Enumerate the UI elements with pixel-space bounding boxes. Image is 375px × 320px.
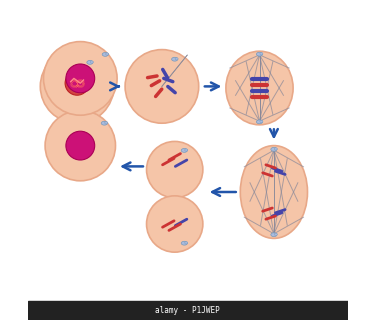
Ellipse shape bbox=[274, 148, 278, 150]
Ellipse shape bbox=[90, 61, 93, 63]
Ellipse shape bbox=[101, 121, 107, 125]
Ellipse shape bbox=[45, 110, 116, 181]
Text: alamy - P1JWEP: alamy - P1JWEP bbox=[155, 306, 220, 315]
Ellipse shape bbox=[181, 148, 188, 152]
Ellipse shape bbox=[184, 149, 188, 151]
Ellipse shape bbox=[125, 50, 199, 123]
Ellipse shape bbox=[240, 146, 308, 238]
Ellipse shape bbox=[105, 122, 108, 124]
Ellipse shape bbox=[147, 196, 203, 252]
Ellipse shape bbox=[260, 52, 263, 55]
Ellipse shape bbox=[87, 60, 93, 64]
Ellipse shape bbox=[40, 50, 114, 123]
Ellipse shape bbox=[256, 52, 262, 56]
Ellipse shape bbox=[66, 64, 95, 93]
Ellipse shape bbox=[65, 71, 89, 95]
Ellipse shape bbox=[274, 233, 278, 236]
Ellipse shape bbox=[66, 131, 95, 160]
Ellipse shape bbox=[147, 141, 203, 198]
Ellipse shape bbox=[226, 51, 293, 125]
Ellipse shape bbox=[106, 53, 109, 55]
Ellipse shape bbox=[44, 42, 117, 115]
Ellipse shape bbox=[172, 57, 178, 61]
Ellipse shape bbox=[175, 58, 178, 60]
Ellipse shape bbox=[271, 148, 277, 151]
Ellipse shape bbox=[260, 120, 263, 123]
Ellipse shape bbox=[256, 120, 262, 124]
Ellipse shape bbox=[102, 52, 108, 56]
Ellipse shape bbox=[181, 241, 188, 245]
Bar bbox=[27, 301, 348, 320]
Ellipse shape bbox=[184, 242, 188, 244]
Ellipse shape bbox=[271, 233, 277, 236]
